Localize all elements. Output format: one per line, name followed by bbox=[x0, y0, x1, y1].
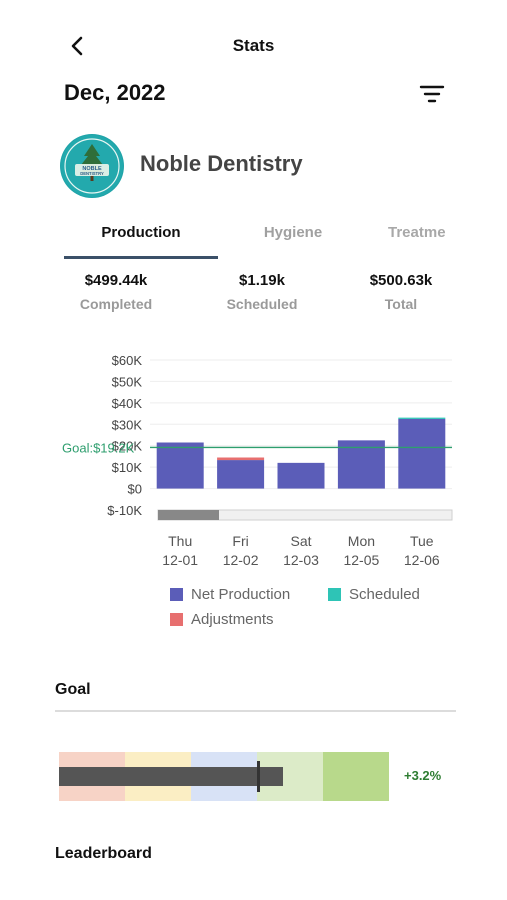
y-tick-label: $60K bbox=[112, 353, 143, 368]
y-tick-label: $0 bbox=[128, 482, 142, 497]
legend-adjustments-swatch bbox=[170, 613, 183, 626]
goal-bullet-chart bbox=[59, 752, 389, 801]
y-tick-label: $30K bbox=[112, 417, 143, 432]
goal-line-label: Goal:$19.2K bbox=[62, 440, 135, 455]
bar-net-production bbox=[217, 460, 265, 489]
bar-net-production bbox=[337, 440, 385, 489]
period-label: Dec, 2022 bbox=[64, 80, 166, 105]
x-tick-date: 12-03 bbox=[283, 552, 319, 568]
goal-marker bbox=[257, 761, 260, 792]
legend-adjustments-label: Adjustments bbox=[191, 611, 274, 628]
y-tick-label: $10K bbox=[112, 460, 143, 475]
x-tick-day: Thu bbox=[168, 533, 192, 549]
page-title: Stats bbox=[232, 36, 275, 55]
tab-hygiene[interactable]: Hygiene bbox=[263, 224, 323, 241]
goal-band bbox=[323, 752, 389, 801]
y-tick-label: $50K bbox=[112, 374, 143, 389]
legend-scheduled: Scheduled bbox=[328, 586, 420, 603]
practice-logo: NOBLE DENTISTRY bbox=[60, 134, 124, 198]
x-tick-day: Sat bbox=[290, 533, 311, 549]
completed-label: Completed bbox=[79, 296, 153, 312]
bar-net-production bbox=[156, 442, 204, 489]
bar-net-production bbox=[277, 462, 325, 489]
x-tick-date: 12-05 bbox=[343, 552, 379, 568]
x-tick-date: 12-06 bbox=[404, 552, 440, 568]
logo-text-1: NOBLE bbox=[82, 166, 102, 172]
chevron-left-icon bbox=[71, 36, 83, 56]
logo-text-2: DENTISTRY bbox=[80, 171, 104, 176]
scheduled-label: Scheduled bbox=[226, 296, 298, 312]
bar-net-production bbox=[398, 418, 446, 489]
practice-name: Noble Dentistry bbox=[140, 151, 303, 176]
legend-scheduled-swatch bbox=[328, 588, 341, 601]
completed-value: $499.44k bbox=[84, 272, 148, 289]
filter-button[interactable] bbox=[418, 82, 446, 106]
back-button[interactable] bbox=[64, 32, 92, 60]
goal-progress-bar bbox=[59, 767, 284, 786]
production-chart: $60K $50K $40K $30K $20K $10K $0 $-10K Thu 12-01 F… bbox=[62, 353, 453, 568]
x-tick-date: 12-02 bbox=[223, 552, 259, 568]
legend-scheduled-label: Scheduled bbox=[349, 586, 420, 603]
legend-net-production-label: Net Production bbox=[191, 586, 291, 603]
bar-scheduled bbox=[398, 417, 446, 419]
total-value: $500.63k bbox=[369, 272, 433, 289]
tab-treatment[interactable]: Treatme bbox=[388, 224, 446, 241]
total-label: Total bbox=[384, 296, 418, 312]
goal-percent: +3.2% bbox=[404, 768, 442, 783]
x-tick-day: Fri bbox=[232, 533, 248, 549]
leaderboard-title: Leaderboard bbox=[55, 845, 152, 862]
legend-adjustments: Adjustments bbox=[170, 611, 274, 628]
x-tick-date: 12-01 bbox=[162, 552, 198, 568]
y-tick-label: $40K bbox=[112, 396, 143, 411]
y-tick-label: $20K bbox=[112, 439, 143, 454]
x-tick-day: Tue bbox=[410, 533, 434, 549]
scheduled-value: $1.19k bbox=[239, 272, 285, 289]
x-tick-day: Mon bbox=[348, 533, 375, 549]
legend-net-production-swatch bbox=[170, 588, 183, 601]
goal-section-title: Goal bbox=[55, 681, 91, 698]
tree-logo-icon: NOBLE DENTISTRY bbox=[61, 135, 123, 197]
y-tick-label: $-10K bbox=[107, 503, 142, 518]
bar-adjustments bbox=[217, 457, 265, 461]
chart-scrollbar-thumb bbox=[158, 510, 219, 520]
legend-net-production: Net Production bbox=[170, 586, 290, 603]
goal-divider bbox=[55, 710, 456, 712]
filter-icon bbox=[419, 85, 445, 103]
active-tab-indicator bbox=[64, 256, 218, 259]
tab-production[interactable]: Production bbox=[101, 224, 181, 241]
